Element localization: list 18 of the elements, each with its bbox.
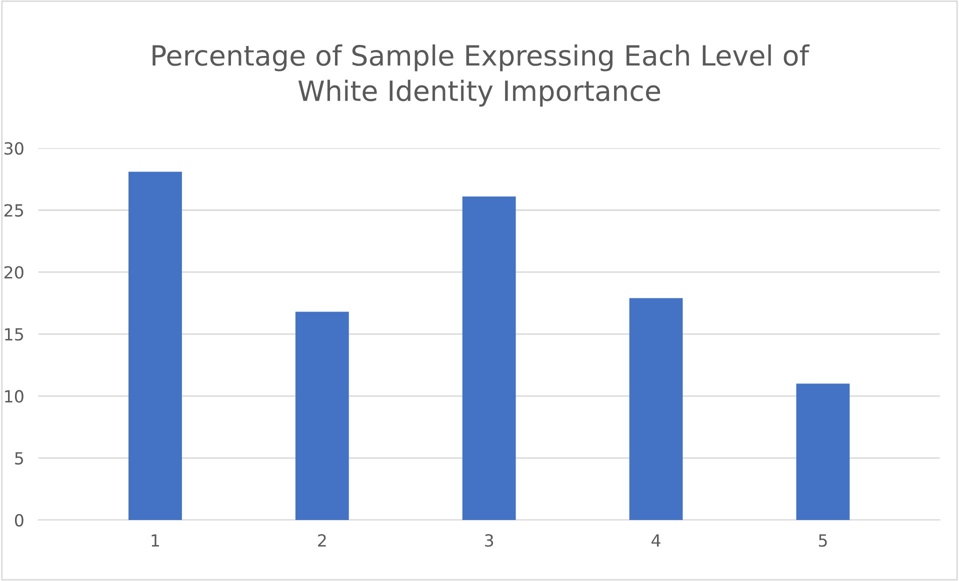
x-tick-label: 2 [318, 534, 326, 547]
bar [295, 312, 349, 520]
y-tick-label: 20 [4, 266, 24, 279]
y-tick-label: 25 [4, 204, 24, 217]
chart-title: Percentage of Sample Expressing Each Level of White Identity Importance [152, 44, 810, 107]
x-tick-label: 1 [152, 534, 159, 547]
bar [629, 298, 683, 520]
bar [462, 196, 516, 520]
x-tick-label: 5 [818, 534, 827, 547]
y-tick-label: 30 [4, 142, 24, 155]
x-tick-label: 3 [485, 534, 494, 547]
y-tick-label: 0 [14, 514, 24, 527]
bar [128, 172, 182, 520]
y-tick-label: 15 [5, 328, 24, 341]
y-tick-label: 10 [5, 390, 24, 403]
x-tick-label: 4 [652, 534, 660, 547]
bar [796, 384, 850, 520]
y-tick-label: 5 [15, 452, 24, 465]
